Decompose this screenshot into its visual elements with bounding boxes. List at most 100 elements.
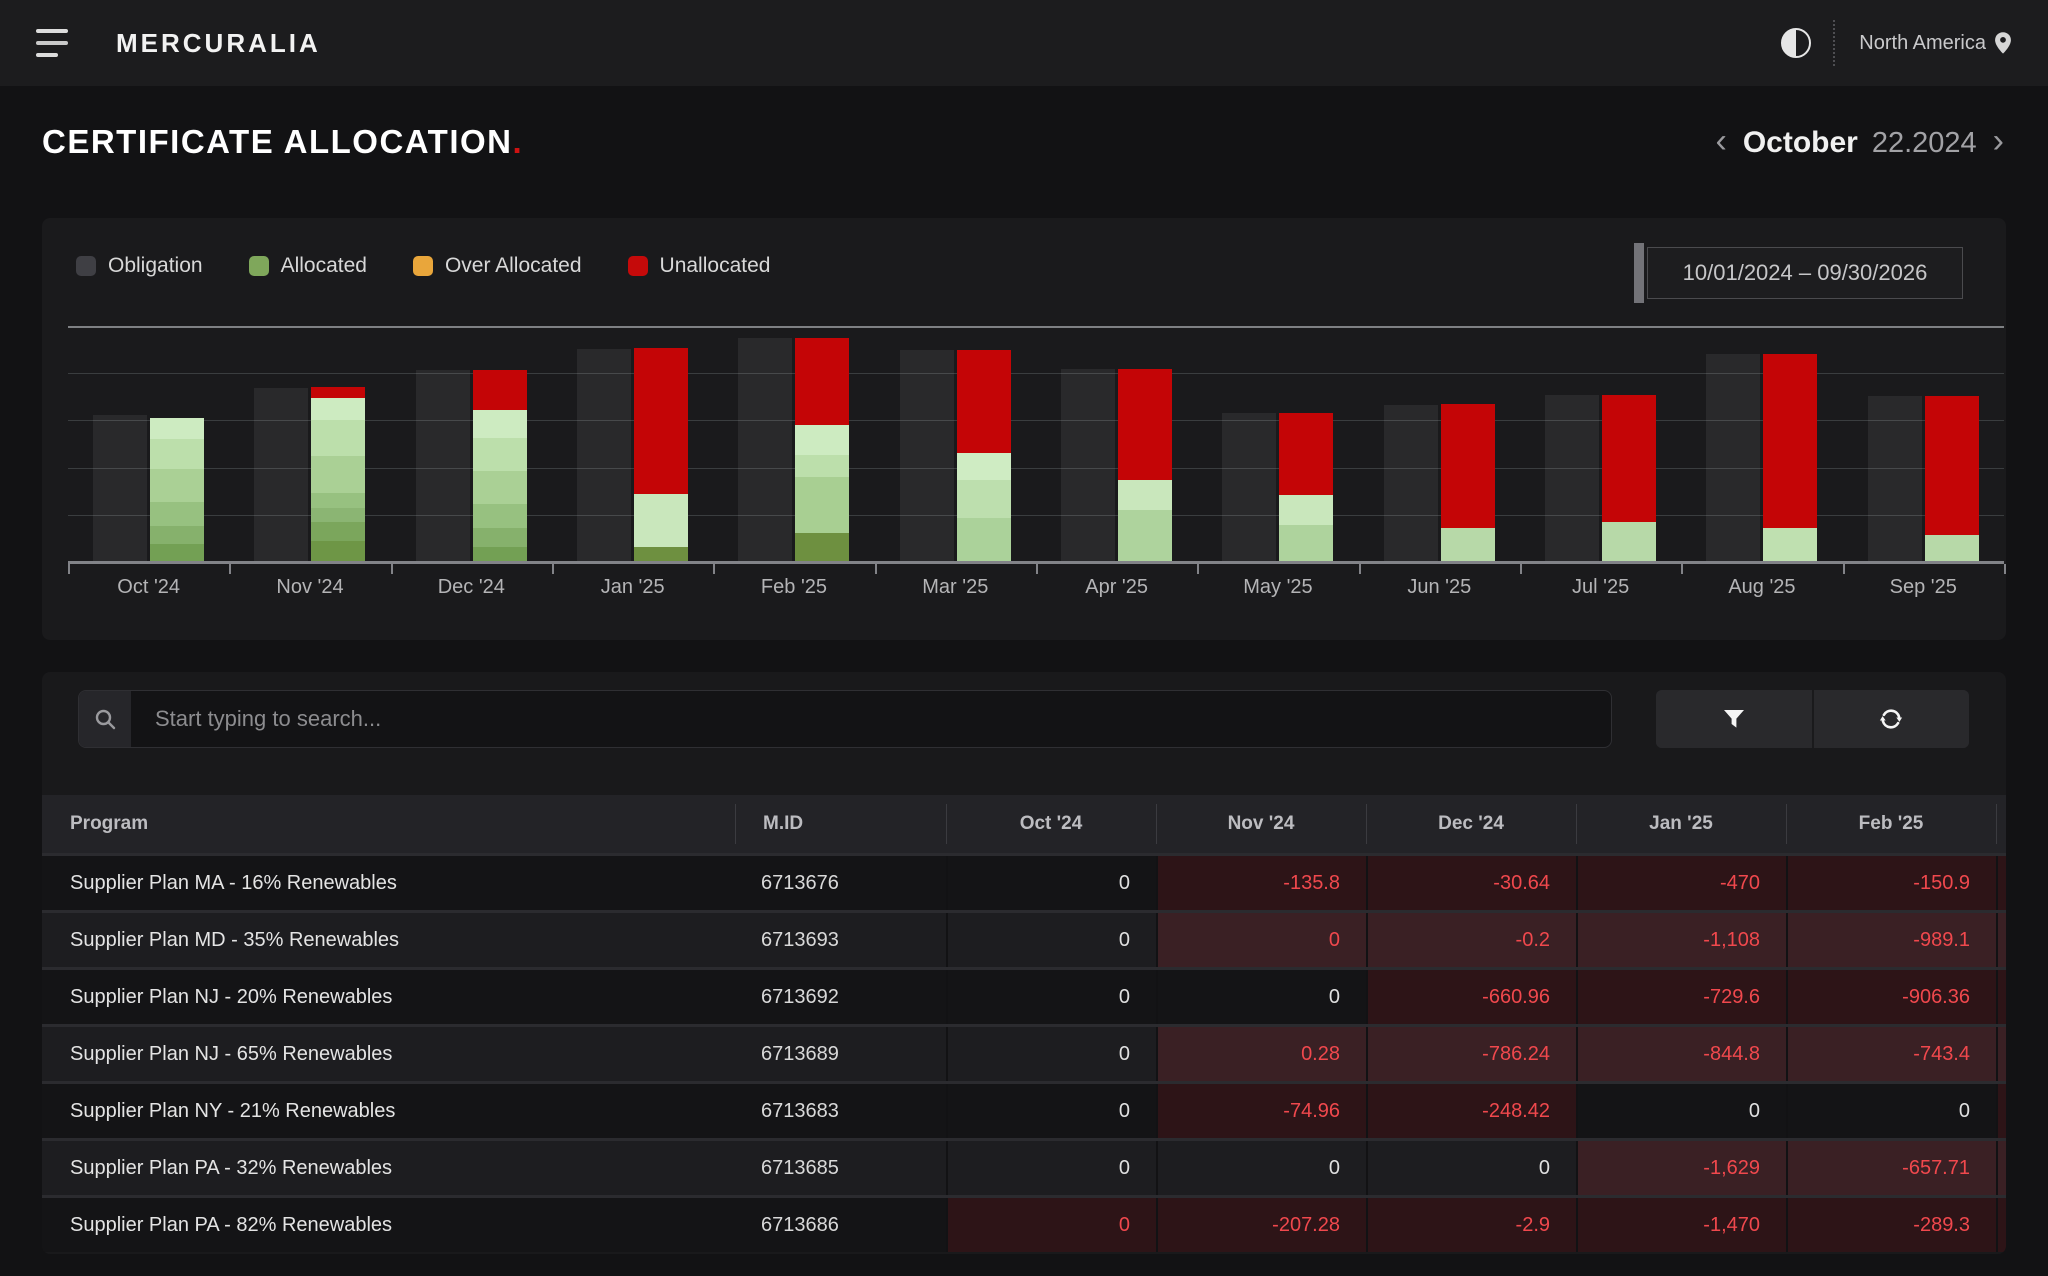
unallocated-segment (1602, 395, 1656, 522)
menu-icon[interactable] (36, 29, 70, 57)
table-row[interactable]: Supplier Plan MA - 16% Renewables6713676… (42, 853, 2006, 910)
allocated-segment (1602, 522, 1656, 562)
allocation-stack (1441, 404, 1495, 562)
x-axis-label: Sep '25 (1843, 576, 2004, 599)
unallocated-segment (634, 348, 688, 494)
allocation-stack (473, 370, 527, 562)
allocated-segment (634, 547, 688, 562)
allocated-segment (1118, 510, 1172, 562)
value-cell: -743.4 (1786, 1027, 1996, 1081)
allocation-stack (1118, 369, 1172, 562)
chart-bars (68, 326, 2004, 562)
bar-group (1197, 326, 1358, 562)
obligation-bar (416, 370, 470, 562)
region-selector[interactable]: North America (1859, 31, 2012, 55)
value-cell: 0 (946, 913, 1156, 967)
allocated-segment (1441, 528, 1495, 562)
allocated-segment (150, 526, 204, 544)
allocation-stack (1602, 395, 1656, 562)
column-header-partial (1996, 795, 2006, 853)
allocated-segment (150, 469, 204, 501)
legend-item[interactable]: Obligation (76, 254, 203, 278)
x-axis-line (68, 561, 2004, 564)
allocated-segment (473, 438, 527, 471)
legend-item[interactable]: Unallocated (628, 254, 771, 278)
allocated-segment (311, 508, 365, 522)
next-month-button[interactable]: › (1991, 124, 2006, 158)
mid-cell: 6713693 (735, 913, 946, 967)
legend-item[interactable]: Allocated (249, 254, 367, 278)
x-axis-label: May '25 (1197, 576, 1358, 599)
allocated-segment (473, 410, 527, 438)
value-cell: 0 (1156, 1141, 1366, 1195)
x-axis-label: Jan '25 (552, 576, 713, 599)
x-axis-label: Apr '25 (1036, 576, 1197, 599)
value-cell: 0 (1576, 1084, 1786, 1138)
allocated-segment (795, 533, 849, 562)
unallocated-segment (1279, 413, 1333, 495)
obligation-bar (1061, 369, 1115, 562)
obligation-bar (1706, 354, 1760, 562)
x-axis-label: Nov '24 (229, 576, 390, 599)
value-cell: -470 (1576, 856, 1786, 910)
search-input[interactable] (131, 691, 1611, 747)
prev-month-button[interactable]: ‹ (1713, 124, 1728, 158)
legend-label: Allocated (281, 254, 367, 278)
allocated-segment (150, 418, 204, 440)
month-label: October (1743, 126, 1858, 160)
value-cell-partial (1996, 1084, 2006, 1138)
bar-group (1681, 326, 1842, 562)
table-row[interactable]: Supplier Plan PA - 82% Renewables6713686… (42, 1195, 2006, 1252)
value-cell-partial (1996, 1027, 2006, 1081)
theme-toggle-icon[interactable] (1781, 28, 1811, 58)
column-header: Program (42, 795, 735, 853)
allocation-stack (957, 350, 1011, 562)
unallocated-segment (1441, 404, 1495, 528)
table-row[interactable]: Supplier Plan NY - 21% Renewables6713683… (42, 1081, 2006, 1138)
x-axis-tick (713, 564, 715, 574)
table-body: Supplier Plan MA - 16% Renewables6713676… (42, 853, 2006, 1252)
allocated-segment (473, 504, 527, 528)
location-pin-icon (1994, 31, 2012, 55)
title-accent: . (513, 123, 524, 160)
mid-cell: 6713686 (735, 1198, 946, 1252)
allocated-segment (150, 439, 204, 469)
allocated-segment (1925, 535, 1979, 562)
allocated-segment (473, 528, 527, 547)
allocation-stack (1279, 413, 1333, 562)
allocation-stack (311, 387, 365, 562)
allocated-segment (957, 453, 1011, 480)
value-cell: -1,470 (1576, 1198, 1786, 1252)
table-row[interactable]: Supplier Plan NJ - 65% Renewables6713689… (42, 1024, 2006, 1081)
allocated-segment (1279, 495, 1333, 525)
x-axis-tick (2004, 564, 2006, 574)
obligation-bar (577, 349, 631, 562)
table-row[interactable]: Supplier Plan MD - 35% Renewables6713693… (42, 910, 2006, 967)
refresh-button[interactable] (1814, 690, 1970, 748)
allocation-stack (1763, 354, 1817, 562)
value-cell: -729.6 (1576, 970, 1786, 1024)
bar-group (1843, 326, 2004, 562)
table-row[interactable]: Supplier Plan PA - 32% Renewables6713685… (42, 1138, 2006, 1195)
table-toolbar (78, 690, 1969, 748)
date-label: 22.2024 (1872, 127, 1977, 160)
date-range-input[interactable]: 10/01/2024 – 09/30/2026 (1647, 247, 1963, 299)
allocated-segment (473, 547, 527, 562)
value-cell-partial (1996, 970, 2006, 1024)
x-axis-label: Mar '25 (875, 576, 1036, 599)
mid-cell: 6713676 (735, 856, 946, 910)
allocated-segment (1763, 528, 1817, 562)
value-cell: 0 (1786, 1084, 1996, 1138)
mid-cell: 6713683 (735, 1084, 946, 1138)
allocated-segment (957, 480, 1011, 518)
divider (1833, 20, 1835, 66)
legend-item[interactable]: Over Allocated (413, 254, 582, 278)
value-cell: 0.28 (1156, 1027, 1366, 1081)
value-cell: -2.9 (1366, 1198, 1576, 1252)
x-axis-label: Dec '24 (391, 576, 552, 599)
x-axis-label: Oct '24 (68, 576, 229, 599)
value-cell: 0 (946, 1141, 1156, 1195)
table-row[interactable]: Supplier Plan NJ - 20% Renewables6713692… (42, 967, 2006, 1024)
allocated-segment (795, 477, 849, 533)
filter-button[interactable] (1656, 690, 1814, 748)
